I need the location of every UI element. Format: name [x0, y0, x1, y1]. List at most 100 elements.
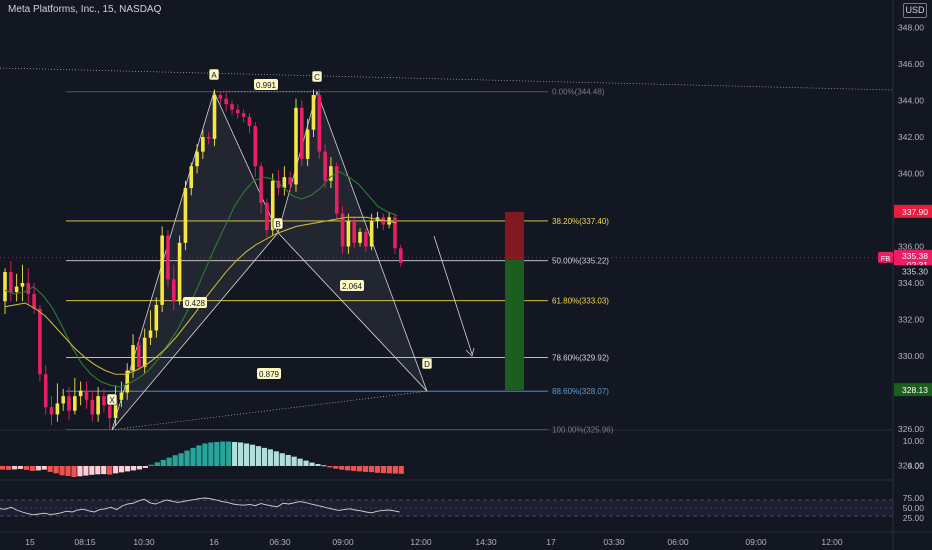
- candle-body: [323, 151, 327, 181]
- candle-body: [288, 177, 292, 185]
- time-tick: 03:30: [603, 537, 625, 547]
- macd-bar: [333, 466, 339, 469]
- macd-bar: [374, 466, 381, 473]
- time-tick: 08:15: [74, 537, 96, 547]
- time-tick: 06:00: [667, 537, 689, 547]
- macd-bar: [345, 466, 351, 471]
- candle-body: [311, 95, 316, 130]
- candle-body: [218, 95, 223, 99]
- macd-bar: [261, 447, 267, 466]
- candle-body: [14, 286, 19, 293]
- time-tick: 10:30: [133, 537, 155, 547]
- rsi-tick: 50.00: [903, 503, 925, 513]
- macd-bar: [297, 458, 303, 466]
- macd-bar: [285, 454, 291, 466]
- pattern-ratio-line: [111, 232, 279, 430]
- candle-body: [43, 374, 48, 408]
- pattern-point-badge: [106, 393, 118, 406]
- macd-bar: [214, 441, 220, 466]
- candle-body: [276, 180, 281, 189]
- macd-bar: [327, 466, 333, 468]
- candle-body: [329, 166, 333, 181]
- symbol-tag-bg: [878, 251, 893, 263]
- price-tick: 332.00: [898, 315, 924, 325]
- pattern-point-badge: [421, 357, 433, 370]
- macd-bar: [315, 464, 321, 466]
- pattern-ratio-label: 0.428: [185, 299, 206, 308]
- pattern-point-badge: [272, 217, 284, 230]
- candle-body: [96, 396, 100, 415]
- macd-bar: [351, 466, 357, 471]
- candle-body: [119, 392, 124, 400]
- macd-bar: [339, 466, 345, 470]
- macd-bar: [321, 465, 327, 467]
- candle-body: [364, 231, 368, 247]
- fib-level-label: 78.60%(329.92): [552, 353, 609, 362]
- macd-bar: [386, 466, 392, 474]
- candle-body: [171, 279, 176, 302]
- candle-body: [241, 113, 246, 117]
- currency-badge[interactable]: USD: [903, 3, 927, 18]
- candle-body: [212, 95, 217, 139]
- macd-bar: [368, 466, 375, 473]
- macd-bar: [5, 466, 12, 470]
- price-tag-target-bg: [894, 383, 932, 397]
- macd-bar: [124, 466, 131, 472]
- pattern-ratio-label: 0.879: [259, 370, 280, 379]
- pattern-point-label: A: [211, 71, 217, 80]
- macd-bar: [65, 466, 71, 477]
- candle-body: [206, 137, 211, 139]
- symbol-title[interactable]: Meta Platforms, Inc., 15, NASDAQ: [8, 4, 162, 15]
- pattern-point-badge: [208, 68, 220, 81]
- candle-body: [3, 272, 7, 302]
- candle-body: [236, 109, 240, 114]
- macd-bar: [107, 466, 113, 475]
- pattern-ratio-label: 2.064: [342, 282, 363, 291]
- macd-bar: [101, 466, 107, 475]
- price-tag-stop-bg: [894, 204, 932, 218]
- macd-bar: [279, 453, 285, 466]
- pattern-point-label: X: [109, 396, 115, 405]
- price-tick: 348.00: [898, 23, 924, 33]
- stop-loss-zone: [505, 211, 524, 260]
- macd-bar: [148, 464, 154, 466]
- candle-body: [61, 396, 65, 404]
- candle-body: [67, 396, 71, 411]
- pattern-ratio-badge: [257, 368, 281, 379]
- macd-bar: [303, 460, 309, 466]
- candle-body: [154, 304, 159, 331]
- macd-bar: [0, 466, 6, 470]
- candle-body: [148, 330, 153, 338]
- price-tag-target: 328.13: [902, 385, 928, 395]
- macd-bar: [136, 466, 143, 470]
- macd-bar: [291, 456, 297, 466]
- candle-body: [177, 242, 182, 302]
- candle-body: [282, 177, 287, 189]
- projection-arrow: [433, 235, 473, 355]
- macd-bar: [23, 466, 29, 470]
- candle-body: [247, 116, 252, 127]
- fib-level-label: 50.00%(335.22): [552, 257, 609, 266]
- candle-body: [26, 283, 31, 294]
- pattern-ratio-line: [277, 232, 428, 392]
- macd-bar: [184, 450, 190, 466]
- price-tick: 340.00: [898, 169, 924, 179]
- macd-tick: 10.00: [903, 436, 925, 446]
- candle-body: [393, 217, 397, 249]
- price-tick: 342.00: [898, 132, 924, 142]
- candle-body: [265, 202, 269, 231]
- candle-body: [358, 231, 362, 243]
- candle-body: [32, 293, 36, 309]
- macd-bar: [130, 466, 137, 471]
- time-tick: 15: [25, 537, 35, 547]
- time-tick: 17: [546, 537, 556, 547]
- macd-bar: [208, 442, 214, 466]
- macd-bar: [113, 466, 119, 474]
- macd-bar: [172, 455, 178, 466]
- pattern-point-label: B: [275, 220, 280, 229]
- macd-bar: [89, 466, 95, 475]
- candle-body: [49, 407, 54, 415]
- macd-bar: [220, 441, 226, 466]
- price-tag-below-bg: [894, 265, 932, 278]
